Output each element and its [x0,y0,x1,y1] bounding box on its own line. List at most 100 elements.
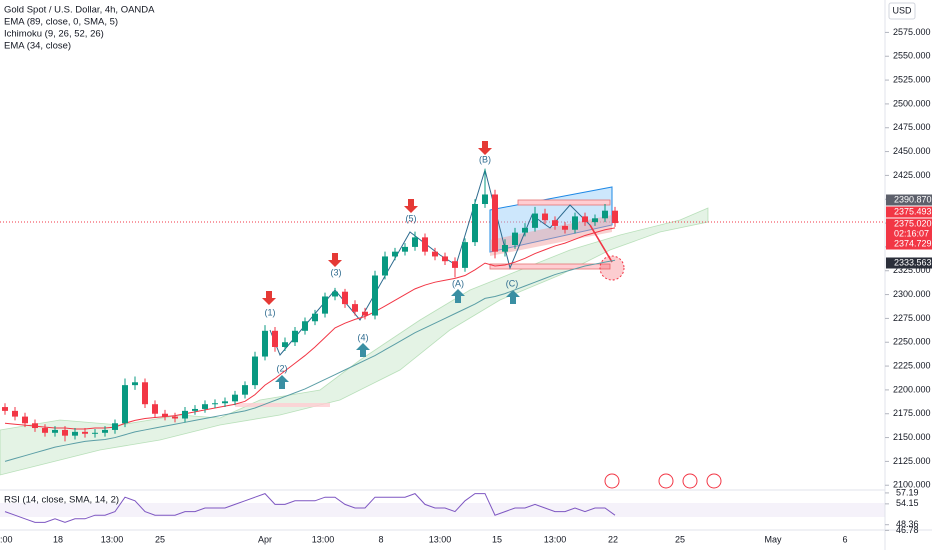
price-tag-label: 2375.493 [894,206,932,216]
candle-body [352,304,358,312]
rsi-label: RSI (14, close, SMA, 14, 2) [4,495,119,506]
candle-body [222,401,228,404]
rsi-line [4,493,616,523]
y-tick-label: 2125.000 [893,456,931,466]
currency-box [888,2,916,20]
y-tick-label: 2300.000 [893,289,931,299]
candle-body [472,204,478,243]
indicator-label: EMA (89, close, 0, SMA, 5) [4,17,118,28]
price-tag [886,206,932,218]
candle-body [212,403,218,405]
x-tick-label: 25 [675,534,685,544]
y-tick-label: 2450.000 [893,146,931,156]
candle-body [392,251,398,257]
price-tag [886,194,932,206]
candle-body [192,408,198,411]
candle-body [322,296,328,314]
ema-line [4,227,616,430]
candle-body [572,216,578,230]
wave-label: (2) [277,363,288,373]
candle-body [462,242,468,268]
wave-label: (4) [358,332,369,342]
y-tick-label: 2225.000 [893,360,931,370]
candle-body [202,404,208,409]
wave-label: (A) [452,278,464,288]
indicator-label: EMA (34, close) [4,41,71,52]
y-tick-label: 2275.000 [893,313,931,323]
candle-body [312,313,318,322]
candle-body [482,194,488,205]
wave-path [269,168,613,356]
candle-body [532,213,538,228]
countdown: 02:16:07 [894,228,929,238]
candle-body [72,431,78,436]
rsi-band [0,503,885,517]
candle-body [12,410,18,417]
candle-body [142,382,148,405]
target-circle [599,255,625,281]
candle-body [92,432,98,434]
rsi-tick-label: 57.19 [896,487,919,497]
x-tick-label: 13:00 [312,534,335,544]
rsi-tick-label: 48.36 [896,519,919,529]
candle-body [232,394,238,402]
candle-body [172,416,178,419]
wave-label: (5) [406,213,417,223]
candle-body [342,291,348,305]
x-tick-label: 22 [608,534,618,544]
y-tick-label: 2575.000 [893,27,931,37]
candle-body [32,423,38,429]
candle-body [82,431,88,434]
candle-body [162,413,168,417]
currency: USD [892,5,912,15]
candle-body [492,194,498,252]
x-tick-label: 6 [842,534,847,544]
candle-body [42,428,48,433]
channel-zone [490,215,612,256]
candle-body [252,356,258,386]
ema-line [4,259,616,462]
wave-label: (3) [331,267,342,277]
candle-body [122,385,128,424]
indicator-label: Ichimoku (9, 26, 52, 26) [4,29,104,40]
candle-body [182,410,188,419]
x-tick-label: 18 [53,534,63,544]
y-tick-label: 2325.000 [893,265,931,275]
candle-body [62,429,68,436]
y-tick-label: 2175.000 [893,408,931,418]
x-tick-label: 8 [378,534,383,544]
candle-body [372,275,378,316]
y-tick-label: 2550.000 [893,51,931,61]
support-zone [489,263,611,270]
y-tick-label: 2100.000 [893,480,931,490]
y-tick-label: 2425.000 [893,170,931,180]
price-tag-label: 2333.563 [894,257,932,267]
x-tick-label: 13:00 [101,534,124,544]
candle-body [152,404,158,414]
wave-label: (B) [479,154,491,164]
x-tick-label: Apr [258,534,272,544]
down-arrows [262,141,492,305]
candle-body [22,416,28,424]
candle-body [442,256,448,262]
candle-body [132,382,138,386]
chart-title: Gold Spot / U.S. Dollar, 4h, OANDA [4,5,155,16]
candle-body [412,237,418,247]
old-zone [235,403,330,407]
x-tick-label: 13:00 [429,534,452,544]
candle-body [542,213,548,221]
candle-body [592,218,598,223]
candle-body [112,423,118,430]
candle-body [292,330,298,343]
up-arrows [275,289,520,389]
candle-body [262,330,268,357]
candle-body [562,225,568,230]
wave-label: (1) [265,307,276,317]
event-icons [604,473,722,489]
candle-body [602,210,608,219]
projection [589,224,613,263]
candle-body [402,246,408,252]
countdown-tag [886,228,932,240]
y-tick-label: 2150.000 [893,432,931,442]
